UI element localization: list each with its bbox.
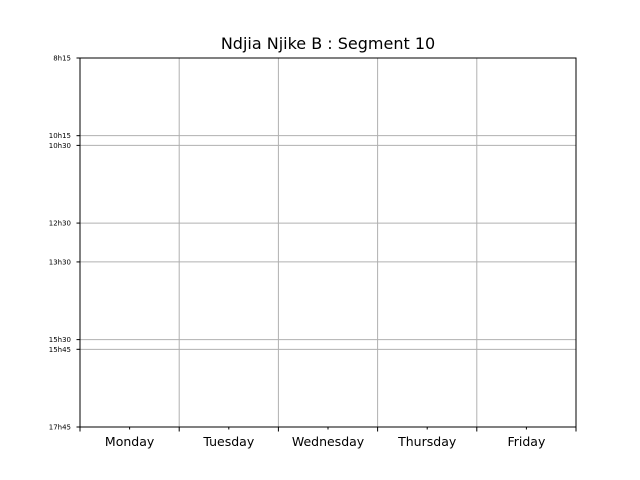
- x-tick-label: Thursday: [397, 434, 457, 449]
- x-tick-label: Tuesday: [202, 434, 254, 449]
- x-tick-label: Monday: [105, 434, 155, 449]
- y-tick-label: 10h15: [49, 132, 71, 140]
- x-tick-label: Friday: [507, 434, 545, 449]
- y-tick-label: 13h30: [49, 258, 71, 266]
- label-layer: 8h15 10h15 10h30 12h30 13h30 15h30 15h45 17h45 M…: [49, 55, 546, 450]
- tick-layer: [76, 57, 577, 432]
- y-tick-label: 15h45: [49, 346, 71, 354]
- y-tick-label: 8h15: [53, 55, 71, 63]
- chart-title: Ndjia Njike B : Segment 10: [221, 34, 435, 53]
- y-tick-label: 15h30: [49, 336, 71, 344]
- y-tick-label: 10h30: [49, 142, 71, 150]
- x-tick-label: Wednesday: [292, 434, 365, 449]
- y-tick-label: 17h45: [49, 424, 71, 432]
- plot-frame: [79, 57, 577, 428]
- grid-layer: [80, 57, 576, 428]
- y-tick-label: 12h30: [49, 220, 71, 228]
